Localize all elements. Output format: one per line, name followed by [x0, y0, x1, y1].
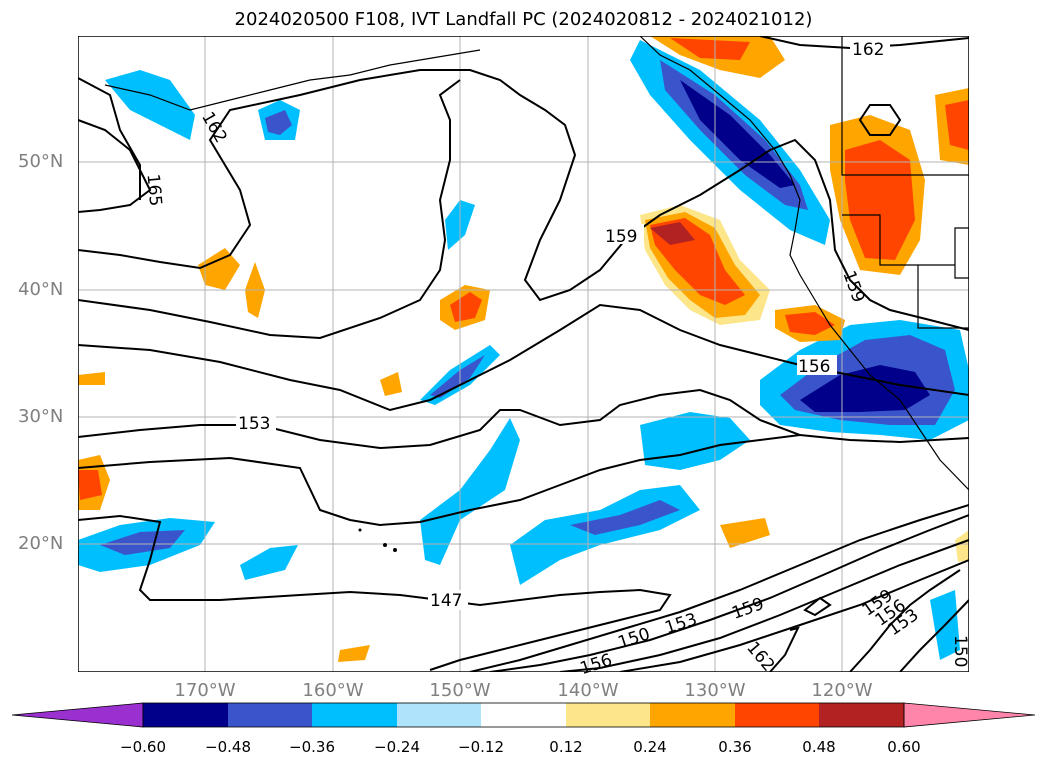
colorbar — [11, 702, 1036, 728]
contour-se-right — [849, 569, 961, 672]
colorbar-bin — [397, 703, 481, 727]
colorbar-tick: 0.60 — [887, 738, 921, 756]
colorbar-bin — [819, 703, 904, 727]
colorbar-tick: 0.48 — [802, 738, 836, 756]
pos-area-west-mid — [198, 248, 240, 290]
contour-lines — [78, 36, 969, 672]
lat-label: 20°N — [18, 533, 64, 554]
hawaii-islands — [358, 528, 397, 552]
colorbar-bin — [312, 703, 397, 727]
pos-area-subtropics-east — [720, 518, 770, 548]
pos-area-small-1 — [338, 645, 370, 662]
colorbar-tick: −0.36 — [289, 738, 335, 756]
colorbar-bin — [735, 703, 819, 727]
neg-area-alaska-west — [105, 70, 195, 140]
neg-area-subtropics-center-core — [570, 500, 680, 535]
contour-label: 156 — [798, 357, 830, 377]
lat-label: 40°N — [18, 279, 64, 300]
contour-153-se — [489, 514, 969, 672]
colorbar-tick: −0.60 — [120, 738, 166, 756]
contour-159-inner — [78, 79, 461, 340]
contour-150-se — [469, 504, 969, 672]
contour-se-right-2 — [899, 599, 969, 672]
lon-label: 150°W — [429, 680, 491, 701]
neg-area-mid-pacific — [420, 418, 520, 565]
neg-area-west-pacific-core — [100, 530, 185, 555]
colorbar-tick: −0.48 — [205, 738, 251, 756]
colorbar-tick: −0.12 — [458, 738, 504, 756]
colorbar-bin — [228, 703, 312, 727]
contour-162-north — [78, 119, 152, 213]
lon-label: 130°W — [684, 680, 746, 701]
colorbar-tick: 0.12 — [549, 738, 583, 756]
neg-area-hawaii-west — [240, 545, 298, 580]
pos-area-far-west-core — [78, 470, 102, 500]
colorbar-bin — [143, 703, 228, 727]
lat-label: 30°N — [18, 406, 64, 427]
colorbar-bin — [566, 703, 650, 727]
pos-area-central-pacific-core — [450, 292, 482, 322]
contour-159-se — [619, 559, 969, 672]
neg-area-alaska-south-core — [265, 110, 292, 135]
pos-area-socal-offshore-core — [785, 312, 835, 335]
contour-label: 150 — [950, 635, 970, 667]
pos-area-yukon-core — [670, 38, 750, 60]
contour-147 — [78, 514, 672, 671]
lon-label: 160°W — [302, 680, 364, 701]
lon-label: 170°W — [174, 680, 236, 701]
neg-area-california-peak — [800, 365, 930, 412]
neg-area-subtropics-east — [640, 412, 750, 470]
colorbar-bin — [650, 703, 735, 727]
contour-loop-ne — [858, 104, 902, 136]
colorbar-tick: −0.24 — [374, 738, 420, 756]
pos-area-small-2 — [380, 372, 402, 396]
pos-area-far-northeast-core — [945, 100, 969, 150]
contour-153 — [78, 388, 969, 450]
pos-area-oregon-offshore-peak — [650, 222, 695, 245]
contour-165 — [78, 77, 141, 200]
neg-area-diagonal-core — [430, 355, 485, 398]
contour-162-se — [769, 626, 800, 672]
colorbar-tick: 0.36 — [718, 738, 752, 756]
lat-label: 50°N — [18, 151, 64, 172]
lon-label: 120°W — [811, 680, 873, 701]
contour-small-loop — [803, 596, 832, 617]
neg-area-bc-coast-peak — [680, 80, 795, 188]
contour-150 — [78, 434, 801, 527]
contour-label: 147 — [430, 591, 462, 611]
colorbar-tick: 0.24 — [633, 738, 667, 756]
contour-label: 162 — [852, 40, 884, 60]
contour-label: 165 — [143, 173, 166, 207]
contour-label: 159 — [605, 227, 637, 247]
colorbar-extend-low — [11, 702, 144, 728]
shading-layer — [78, 36, 969, 662]
contour-159-big — [78, 69, 969, 331]
lon-label: 140°W — [557, 680, 619, 701]
colorbar-bin — [481, 703, 566, 727]
pos-area-small-3 — [78, 372, 105, 385]
pos-area-small-4 — [955, 530, 969, 562]
contour-labels: 162 162 165 159 159 156 153 147 150 153 … — [143, 38, 970, 679]
map-title: 2024020500 F108, IVT Landfall PC (202402… — [234, 9, 813, 30]
coastlines — [104, 36, 969, 491]
pos-area-interior-west-core — [845, 140, 915, 260]
colorbar-extend-high — [903, 702, 1036, 728]
contour-label: 153 — [238, 414, 270, 434]
contour-156-se — [559, 539, 969, 672]
